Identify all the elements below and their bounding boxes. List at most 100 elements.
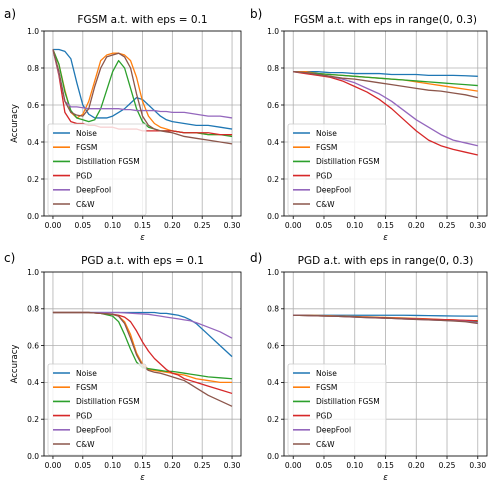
x-axis-label: ε [383, 233, 388, 243]
y-tick-label: 0.6 [267, 341, 279, 350]
x-axis-label: ε [140, 473, 145, 483]
legend-box [47, 123, 147, 216]
legend-entry: C&W [316, 200, 335, 209]
panel-label: d) [250, 251, 262, 265]
legend-entry: PGD [76, 171, 92, 180]
axes-frame [43, 30, 242, 217]
y-tick-label: 0.8 [267, 305, 279, 314]
series-line-c-w [52, 311, 233, 407]
legend-entry: PGD [316, 411, 332, 420]
y-tick-label: 0.2 [27, 415, 39, 424]
y-tick-label: 0.8 [27, 305, 39, 314]
y-tick-label: 0.4 [267, 138, 279, 147]
legend-entry: Distillation FGSM [76, 397, 140, 406]
y-tick-label: 0.2 [27, 175, 39, 184]
y-tick-label: 0.4 [27, 378, 39, 387]
y-axis-label: Accuracy [10, 104, 20, 143]
x-tick-label: 0.05 [74, 461, 91, 470]
legend-entry: Distillation FGSM [76, 157, 140, 166]
x-tick-label: 0.15 [377, 461, 394, 470]
axes-frame [283, 30, 488, 217]
series-line-deepfool [52, 49, 233, 119]
x-tick-label: 0.15 [134, 461, 151, 470]
y-tick-label: 1.0 [27, 268, 39, 277]
legend-entry: Noise [316, 369, 337, 378]
panel-label: b) [250, 7, 262, 21]
x-tick-label: 0.20 [408, 461, 425, 470]
series-line-c-w [52, 49, 233, 145]
legend-entry: Noise [76, 369, 97, 378]
legend: Noise FGSM Distillation FGSM PGD DeepFool C&W [47, 123, 147, 216]
x-tick-label: 0.30 [224, 221, 241, 230]
x-tick-label: 0.25 [194, 221, 211, 230]
series-line-noise [293, 71, 478, 77]
legend-entry: C&W [76, 200, 95, 209]
panel-3: c) PGD a.t. with eps = 0.1 0.00 0.05 0.10 0.1… [4, 251, 242, 483]
legend-box [287, 123, 387, 216]
legend-entry: PGD [76, 411, 92, 420]
legend-entry: FGSM [316, 383, 337, 392]
panel-label: c) [4, 251, 15, 265]
x-axis-label: ε [140, 233, 145, 243]
x-tick-label: 0.25 [194, 461, 211, 470]
y-tick-label: 0.2 [267, 415, 279, 424]
y-tick-label: 0.0 [27, 452, 39, 461]
chart-title: FGSM a.t. with eps = 0.1 [77, 14, 207, 26]
series-line-c-w [293, 71, 478, 99]
y-tick-label: 1.0 [267, 27, 279, 36]
x-tick-label: 0.05 [316, 461, 333, 470]
legend-entry: FGSM [76, 383, 97, 392]
series-line-c-w [293, 314, 478, 325]
axes-frame [283, 271, 488, 457]
series-line-noise [52, 48, 233, 130]
y-tick-label: 0.6 [267, 101, 279, 110]
x-tick-label: 0.25 [439, 221, 456, 230]
y-tick-label: 0.0 [27, 212, 39, 221]
x-tick-label: 0.25 [439, 461, 456, 470]
panel-2: b) FGSM a.t. with eps in range(0, 0.3) 0.0… [250, 7, 488, 243]
legend-entry: Noise [316, 129, 337, 138]
x-tick-label: 0.20 [164, 221, 181, 230]
x-tick-label: 0.00 [45, 461, 62, 470]
legend-box [287, 363, 387, 456]
x-tick-label: 0.00 [285, 461, 302, 470]
legend-entry: C&W [316, 440, 335, 449]
legend-entry: DeepFool [76, 426, 111, 435]
legend-entry: Noise [76, 129, 97, 138]
legend-entry: Distillation FGSM [316, 397, 380, 406]
y-tick-label: 1.0 [267, 268, 279, 277]
legend-box [47, 363, 147, 456]
x-tick-label: 0.30 [469, 461, 486, 470]
panel-label: a) [4, 7, 16, 21]
x-tick-label: 0.30 [469, 221, 486, 230]
x-tick-label: 0.20 [164, 461, 181, 470]
legend: Noise FGSM Distillation FGSM PGD DeepFool C&W [47, 363, 147, 456]
legend-entry: PGD [316, 171, 332, 180]
x-axis-label: ε [383, 473, 388, 483]
x-tick-label: 0.05 [74, 221, 91, 230]
x-tick-label: 0.10 [346, 461, 363, 470]
legend-entry: DeepFool [316, 426, 351, 435]
axes-frame [43, 271, 242, 457]
y-tick-label: 0.4 [267, 378, 279, 387]
y-tick-label: 0.4 [27, 138, 39, 147]
series-line-distillation-fgsm [293, 71, 478, 87]
legend: Noise FGSM Distillation FGSM PGD DeepFool C&W [287, 363, 387, 456]
legend-entry: DeepFool [76, 186, 111, 195]
legend-entry: C&W [76, 440, 95, 449]
panel-1: a) FGSM a.t. with eps = 0.1 0.00 0.05 0.10 0.… [4, 7, 242, 243]
legend-entry: DeepFool [316, 186, 351, 195]
y-tick-label: 0.6 [27, 101, 39, 110]
legend-entry: Distillation FGSM [316, 157, 380, 166]
y-tick-label: 0.0 [267, 452, 279, 461]
x-tick-label: 0.05 [316, 221, 333, 230]
x-tick-label: 0.30 [224, 461, 241, 470]
chart-title: FGSM a.t. with eps in range(0, 0.3) [294, 14, 477, 26]
panel-4: d) PGD a.t. with eps in range(0, 0.3)0.00… [250, 251, 488, 483]
x-tick-label: 0.15 [377, 221, 394, 230]
y-tick-label: 0.0 [267, 212, 279, 221]
x-tick-label: 0.00 [285, 221, 302, 230]
y-tick-label: 1.0 [27, 27, 39, 36]
series-line-pgd [293, 71, 478, 156]
